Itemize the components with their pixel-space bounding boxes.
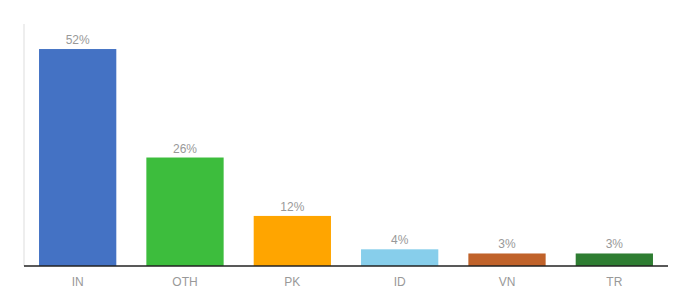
data-label: 4% [391,233,409,247]
bar [361,249,438,266]
data-label: 26% [173,142,197,156]
x-tick-label: VN [499,275,516,289]
data-label: 3% [606,237,624,251]
x-tick-label: PK [284,275,300,289]
chart: 52% 26% 12% 4% 3% 3% IN OTH PK ID VN TR [0,0,680,300]
x-tick-label: OTH [172,275,197,289]
x-tick-label: IN [72,275,84,289]
bar [39,49,116,266]
data-label: 52% [66,33,90,47]
x-axis-line [24,265,668,267]
data-label: 12% [280,200,304,214]
bars [39,49,653,266]
chart-container: 52% 26% 12% 4% 3% 3% IN OTH PK ID VN TR [0,0,680,300]
bar [254,216,331,266]
data-label: 3% [498,237,516,251]
x-tick-label: ID [394,275,406,289]
x-tick-label: TR [606,275,622,289]
bar [576,253,653,266]
y-axis-line [24,24,25,266]
bar [146,158,223,266]
bar [468,253,545,266]
